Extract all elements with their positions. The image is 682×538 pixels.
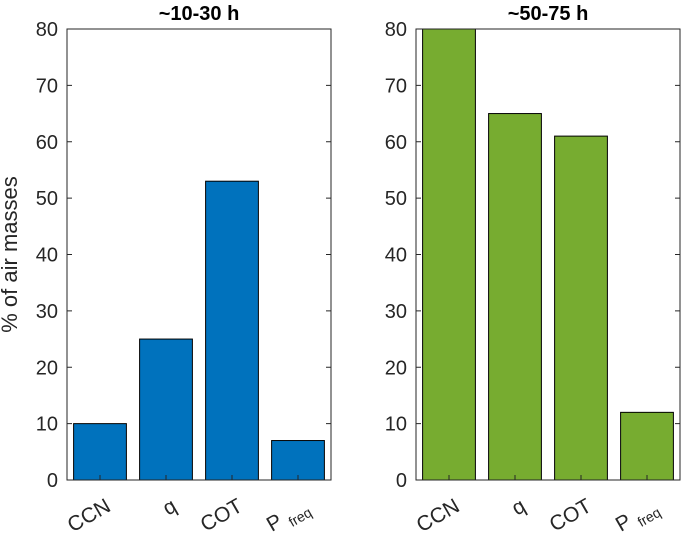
- category-main-text: q: [508, 494, 530, 520]
- x-category-label: CCN: [413, 494, 464, 537]
- category-main-text: P: [612, 509, 636, 536]
- category-main-text: COT: [546, 494, 596, 536]
- category-main-text: P: [263, 509, 287, 536]
- x-category-label: q: [159, 494, 181, 520]
- x-category-label: CCN: [64, 494, 115, 537]
- y-tick-label: 50: [385, 188, 407, 210]
- y-tick-label: 0: [396, 470, 407, 492]
- bar-p-freq: [271, 440, 325, 481]
- y-tick-label: 40: [36, 245, 58, 267]
- category-main-text: q: [159, 494, 181, 520]
- x-category-label: q: [508, 494, 530, 520]
- category-main-text: COT: [197, 494, 247, 536]
- chart-panel-long-duration: 0 10 20 30 40 50 60 70 80 CCN q COT Pfreq ~50-75 h: [385, 3, 681, 538]
- y-tick-label: 10: [36, 414, 58, 436]
- bar-q: [139, 338, 193, 481]
- y-tick-label: 40: [385, 245, 407, 267]
- y-tick-label: 30: [385, 301, 407, 323]
- y-tick-label: 70: [385, 75, 407, 97]
- category-subscript-text: freq: [635, 504, 664, 530]
- y-tick-label: 20: [385, 357, 407, 379]
- plot-area-frame: [66, 28, 332, 481]
- y-tick-label: 50: [36, 188, 58, 210]
- panel-title: ~10-30 h: [159, 3, 240, 25]
- bar-p-freq: [620, 411, 674, 481]
- x-category-label: COT: [546, 494, 596, 536]
- x-category-label: COT: [197, 494, 247, 536]
- bar-cot: [554, 135, 608, 481]
- y-tick-label: 0: [47, 470, 58, 492]
- y-tick-label: 60: [36, 132, 58, 154]
- category-main-text: CCN: [413, 494, 464, 537]
- y-tick-label: 80: [385, 19, 407, 41]
- bar-ccn: [422, 28, 476, 481]
- bar-ccn: [73, 423, 127, 481]
- y-tick-label: 70: [36, 75, 58, 97]
- y-tick-label: 20: [36, 357, 58, 379]
- category-subscript-text: freq: [286, 504, 315, 530]
- y-tick-label: 80: [36, 19, 58, 41]
- y-tick-label: 60: [385, 132, 407, 154]
- y-tick-label: 10: [385, 414, 407, 436]
- x-category-label: Pfreq: [612, 494, 664, 538]
- y-axis-label: % of air masses: [0, 176, 22, 333]
- x-category-label: Pfreq: [263, 494, 315, 538]
- bar-cot: [205, 180, 259, 481]
- category-main-text: CCN: [64, 494, 115, 537]
- y-tick-label: 30: [36, 301, 58, 323]
- panel-title: ~50-75 h: [508, 3, 589, 25]
- chart-panel-short-duration: 0 10 20 30 40 50 60 70 80 CCN q COT Pfreq ~10-30 h % o…: [0, 3, 332, 538]
- bar-q: [488, 113, 542, 481]
